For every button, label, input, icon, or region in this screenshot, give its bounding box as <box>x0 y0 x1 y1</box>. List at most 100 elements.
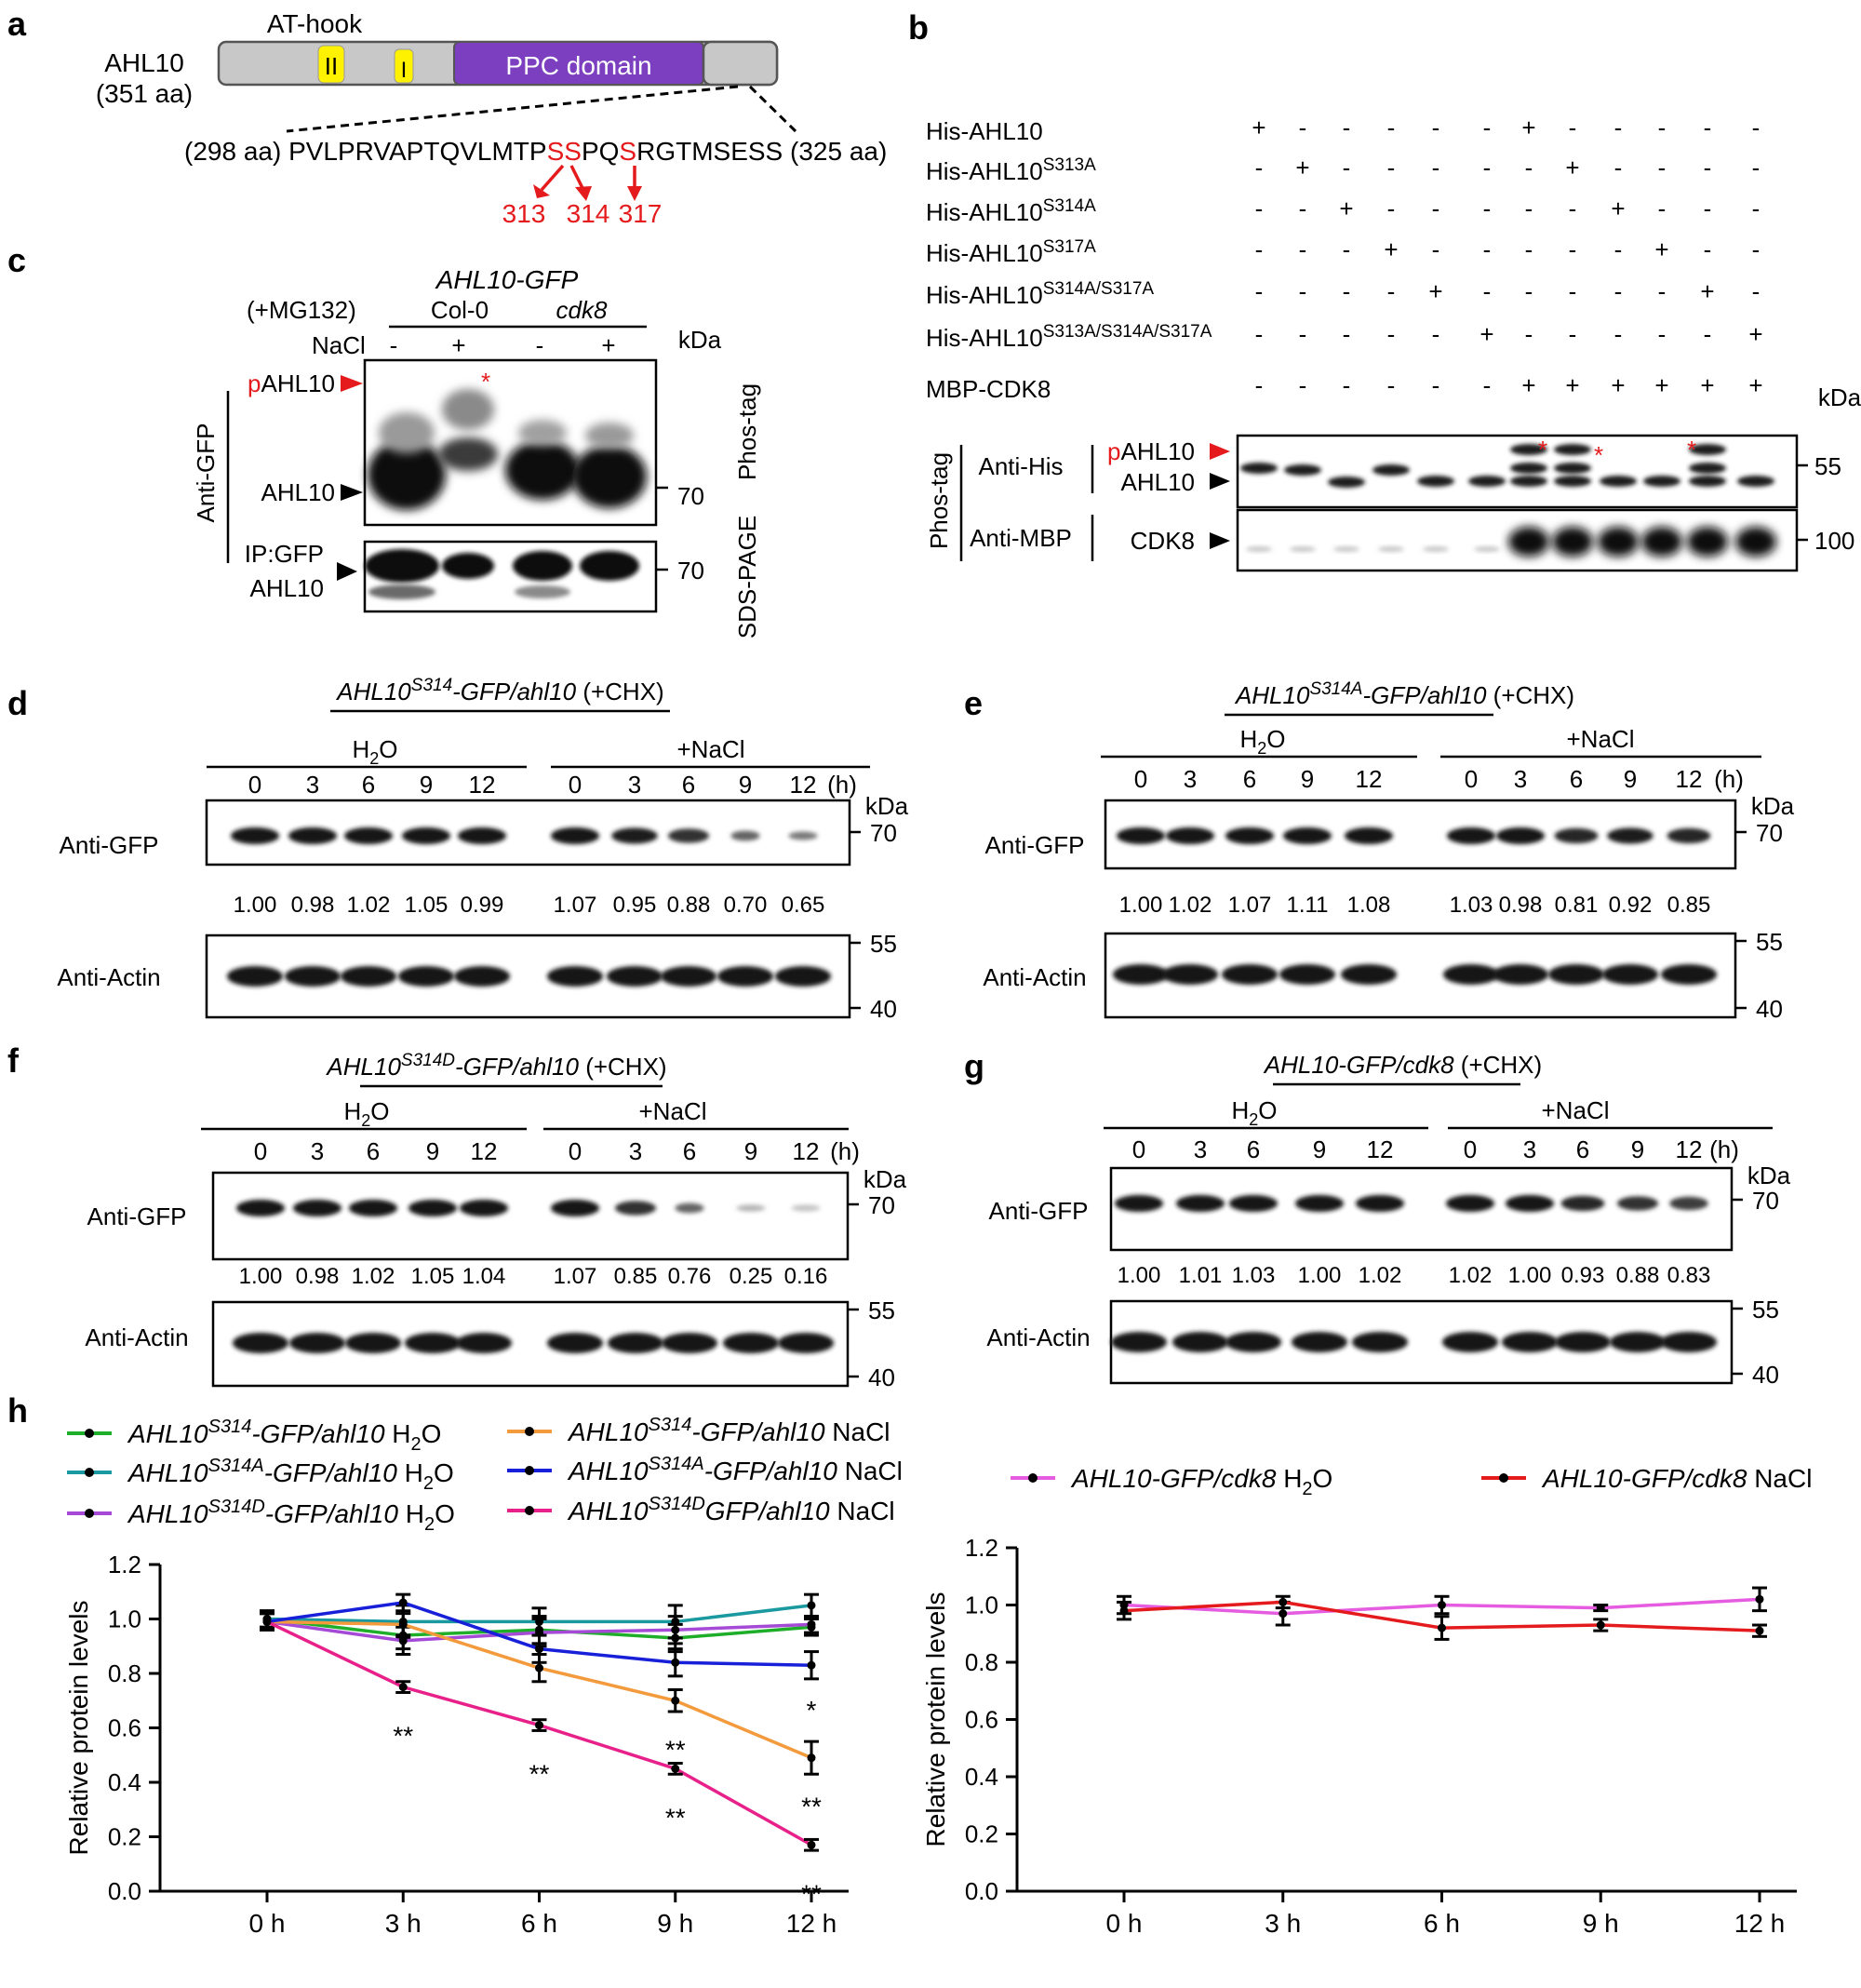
time-f-2: 3 <box>311 1137 324 1165</box>
panel-label-f: f <box>7 1041 20 1080</box>
actin-band-d-10 <box>775 966 831 987</box>
y-tick-label: 0.4 <box>108 1768 141 1796</box>
mw-40-d: 40 <box>870 995 897 1023</box>
h2o-h: H <box>343 1097 361 1125</box>
data-point-s6-5 <box>807 1840 816 1849</box>
b-mark-r6-c4: - <box>1387 320 1396 348</box>
c-band-2 <box>438 437 498 471</box>
b-row-label-3: His-AHL10S314A <box>926 196 1096 226</box>
legend-name-a: AHL10 <box>127 1499 208 1528</box>
b-his-band-2 <box>1284 464 1321 476</box>
value-e-8: 0.81 <box>1555 893 1599 918</box>
b-mark-r6-c9: - <box>1614 320 1623 348</box>
time-d-1: 0 <box>248 771 261 799</box>
time-unit-f: (h) <box>830 1137 860 1165</box>
b-row-label-2: His-AHL10S313A <box>926 155 1096 185</box>
gfp-band-f-2 <box>293 1200 341 1216</box>
c-terminal-region <box>702 40 779 87</box>
gfp-band-d-3 <box>344 827 393 844</box>
y-tick-label: 0.2 <box>108 1823 141 1851</box>
value-e-9: 0.92 <box>1609 893 1653 918</box>
actin-band-f-6 <box>547 1333 603 1353</box>
panel-label-b: b <box>908 8 929 47</box>
legend-left-1-text: AHL10S314-GFP/ahl10 H2O <box>127 1417 441 1455</box>
data-point-s4-5 <box>807 1753 816 1763</box>
b-row-sup: S313A/S314A/S317A <box>1043 322 1212 342</box>
gfp-band-f-3 <box>349 1200 397 1216</box>
x-tick-label: 0 h <box>1106 1909 1143 1938</box>
value-e-6: 1.03 <box>1450 893 1493 918</box>
h2o-sub: 2 <box>1257 739 1266 758</box>
significance-mark-3: ** <box>665 1735 686 1764</box>
time-f-10: 12 <box>793 1137 820 1165</box>
value-f-8: 0.76 <box>668 1264 712 1289</box>
time-d-6: 0 <box>569 771 582 799</box>
gfp-band-f-4 <box>408 1200 457 1216</box>
value-g-1: 1.00 <box>1118 1263 1161 1288</box>
data-point-s6-3 <box>535 1721 543 1730</box>
b-mark-r4-c10: + <box>1654 235 1668 263</box>
b-phos-band-1 <box>1510 444 1547 455</box>
b-mark-r4-c3: - <box>1343 235 1351 263</box>
c-ip-band-1b <box>368 584 435 599</box>
zoom-line-right <box>748 85 797 133</box>
legend-name-b: -GFP/ahl10 <box>251 1419 385 1448</box>
seq-start: (298 aa) <box>184 137 281 166</box>
time-g-3: 6 <box>1247 1135 1260 1163</box>
gfp-band-g-8 <box>1560 1195 1605 1212</box>
data-point-s6-2 <box>398 1683 408 1692</box>
b-kda: kDa <box>1818 383 1861 411</box>
panel-c: c AHL10-GFP (+MG132) Col-0 cdk8 NaCl - +… <box>7 241 761 638</box>
gfp-band-d-4 <box>402 827 450 844</box>
gfp-band-g-7 <box>1506 1195 1554 1212</box>
b-mark-r1-c4: - <box>1387 114 1396 141</box>
c-pahl10-arrow <box>341 375 363 392</box>
anti-actin-g: Anti-Actin <box>986 1323 1090 1351</box>
legend-name-a: AHL10-GFP/cdk8 <box>1541 1464 1747 1493</box>
b-mark-r6-c11: - <box>1704 320 1712 348</box>
h2o-label-f: H2O <box>343 1097 389 1130</box>
gfp-band-e-8 <box>1554 827 1599 844</box>
gfp-band-d-5 <box>458 827 506 844</box>
y-tick-label: 0.0 <box>965 1877 998 1905</box>
anti-gfp-e: Anti-GFP <box>985 831 1085 859</box>
b-p-prefix: p <box>1107 437 1120 465</box>
gfp-band-e-10 <box>1667 827 1711 844</box>
data-point-s3-2 <box>398 1636 408 1645</box>
b-mark-r2-c1: - <box>1255 154 1264 181</box>
legend-name-c: NaCl <box>837 1457 903 1485</box>
b-cdk8-arrow <box>1210 532 1230 549</box>
time-g-8: 6 <box>1576 1135 1589 1163</box>
mw-gfp-g: 70 <box>1752 1187 1779 1215</box>
at-hook-motif-1 <box>394 48 414 84</box>
c-ip-band-3b <box>515 585 570 598</box>
gfp-band-f-6 <box>551 1200 599 1216</box>
gfp-band-d-2 <box>288 827 337 844</box>
actin-band-f-1 <box>233 1333 288 1353</box>
c-band-3-smear <box>518 420 567 446</box>
time-unit-g: (h) <box>1709 1135 1739 1163</box>
legend-sub: 2 <box>1302 1479 1312 1499</box>
c-ahl10-label: AHL10 <box>261 478 336 506</box>
b-mark-r7-c8: + <box>1565 371 1579 399</box>
c-anti-gfp: Anti-GFP <box>192 423 220 523</box>
gfp-band-e-6 <box>1447 827 1495 844</box>
time-e-3: 6 <box>1243 765 1256 793</box>
c-ip-band-1 <box>365 549 439 583</box>
x-tick-label: 6 h <box>521 1909 557 1938</box>
b-mid-band-3 <box>1689 463 1726 474</box>
site-arrows <box>540 164 636 192</box>
gfp-band-e-2 <box>1166 827 1214 844</box>
gfp-band-e-9 <box>1607 827 1653 844</box>
legend-h-left: AHL10S314-GFP/ahl10 H2OAHL10S314A-GFP/ah… <box>67 1415 903 1535</box>
mw-40-e: 40 <box>1756 995 1783 1023</box>
gfp-band-f-5 <box>460 1200 508 1216</box>
x-tick-label: 12 h <box>1734 1909 1786 1938</box>
actin-band-g-10 <box>1661 1332 1717 1352</box>
b-mark-r3-c3: + <box>1339 195 1353 222</box>
h2o-sub: 2 <box>369 749 379 768</box>
time-e-1: 0 <box>1134 765 1147 793</box>
title-part-c: (+CHX) <box>1454 1051 1543 1079</box>
panel-e: e AHL10S314A-GFP/ahl10 (+CHX) H2O +NaCl 0 3 6 9… <box>964 679 1795 1023</box>
time-g-5: 12 <box>1367 1135 1394 1163</box>
